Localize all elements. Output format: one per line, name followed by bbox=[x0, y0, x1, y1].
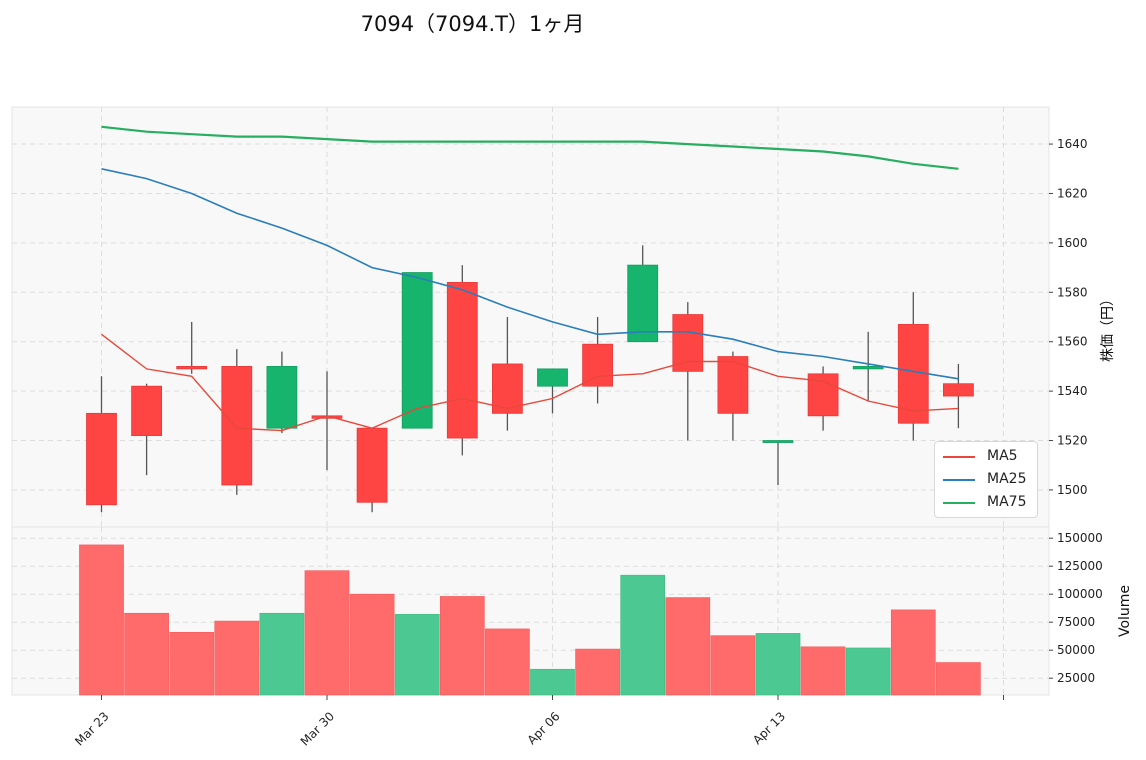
legend-swatch-ma5 bbox=[943, 456, 975, 458]
price-tick-label: 1640 bbox=[1057, 137, 1088, 151]
candle-body bbox=[401, 272, 433, 429]
candle-body bbox=[446, 282, 478, 439]
x-tick-label: Apr 06 bbox=[525, 709, 563, 747]
volume-bar bbox=[124, 612, 169, 696]
legend-item-ma75: MA75 bbox=[935, 492, 1037, 514]
volume-bar bbox=[530, 668, 575, 696]
price-tick-label: 1580 bbox=[1057, 285, 1088, 299]
price-tick-label: 1620 bbox=[1057, 186, 1088, 200]
legend-swatch-ma75 bbox=[943, 502, 975, 504]
price-panel bbox=[11, 106, 1050, 528]
ma-line-ma75 bbox=[101, 125, 959, 170]
candle-body bbox=[943, 383, 974, 397]
candle-body bbox=[672, 314, 704, 372]
volume-bar bbox=[620, 574, 666, 696]
candle-body bbox=[537, 368, 568, 387]
candle-body bbox=[582, 343, 613, 387]
volume-bar bbox=[710, 635, 756, 696]
legend-label-ma75: MA75 bbox=[987, 494, 1027, 510]
volume-bar bbox=[755, 633, 801, 696]
candle-body bbox=[266, 366, 298, 429]
volume-bar bbox=[169, 631, 215, 696]
volume-tick-label: 125000 bbox=[1057, 559, 1103, 573]
legend-label-ma5: MA5 bbox=[987, 448, 1018, 464]
volume-bar bbox=[349, 593, 395, 696]
volume-tick-label: 50000 bbox=[1057, 643, 1095, 657]
volume-bar bbox=[304, 570, 350, 696]
price-axis-title: 株価（円） bbox=[1100, 292, 1116, 362]
volume-tick-label: 100000 bbox=[1057, 587, 1103, 601]
candle-body bbox=[221, 366, 253, 486]
volume-bar bbox=[259, 612, 305, 696]
candle-body bbox=[86, 412, 117, 506]
volume-bar bbox=[79, 544, 124, 696]
candle-body bbox=[717, 356, 749, 414]
volume-bar bbox=[439, 596, 485, 696]
volume-tick-label: 150000 bbox=[1057, 531, 1103, 545]
legend-label-ma25: MA25 bbox=[987, 471, 1027, 487]
volume-bar bbox=[575, 648, 620, 696]
ma-line-ma5 bbox=[101, 333, 959, 432]
volume-bar bbox=[936, 662, 981, 696]
candle-body bbox=[131, 385, 163, 436]
volume-bar bbox=[800, 646, 846, 696]
volume-axis-title: Volume bbox=[1117, 585, 1133, 637]
candle-body bbox=[627, 264, 659, 343]
x-tick-label: Mar 23 bbox=[72, 709, 111, 748]
volume-bar bbox=[394, 614, 440, 696]
candle-body bbox=[491, 363, 523, 414]
price-tick-label: 1540 bbox=[1057, 384, 1088, 398]
volume-bar bbox=[214, 620, 260, 696]
ma-line-ma25 bbox=[101, 168, 959, 380]
volume-bar bbox=[845, 647, 891, 696]
chart-title: 7094（7094.T）1ヶ月 bbox=[360, 12, 585, 36]
x-tick-label: Apr 13 bbox=[750, 709, 788, 747]
candle-body bbox=[176, 366, 208, 370]
volume-tick-label: 75000 bbox=[1057, 615, 1095, 629]
volume-tick-label: 25000 bbox=[1057, 671, 1095, 685]
x-tick-label: Mar 30 bbox=[298, 709, 337, 748]
candle-body bbox=[762, 440, 794, 443]
volume-bar bbox=[485, 628, 530, 696]
legend-swatch-ma25 bbox=[943, 479, 975, 481]
price-tick-label: 1500 bbox=[1057, 483, 1088, 497]
price-tick-label: 1600 bbox=[1057, 236, 1088, 250]
volume-bar bbox=[665, 597, 711, 696]
legend-item-ma5: MA5 bbox=[935, 446, 1037, 468]
price-tick-label: 1560 bbox=[1057, 335, 1088, 349]
legend-item-ma25: MA25 bbox=[935, 469, 1037, 491]
price-tick-label: 1520 bbox=[1057, 434, 1088, 448]
candle-body bbox=[852, 366, 884, 370]
volume-bar bbox=[890, 609, 936, 696]
legend: MA5 MA25 MA75 bbox=[934, 441, 1038, 518]
candle-body bbox=[356, 427, 388, 503]
